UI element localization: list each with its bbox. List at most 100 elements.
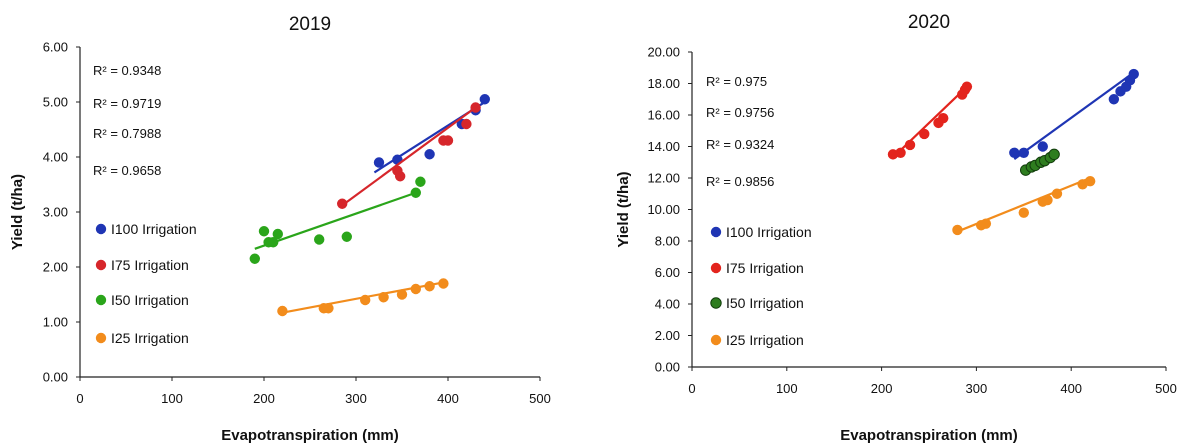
data-point (1018, 147, 1029, 158)
data-point (1128, 68, 1139, 80)
x-tick-label: 0 (76, 391, 83, 406)
data-point (410, 283, 421, 295)
data-point (314, 234, 325, 245)
data-point (277, 305, 288, 317)
trend-line (254, 191, 417, 250)
x-tick-label: 500 (1155, 381, 1177, 396)
chart-2020: 2020 0.00 2.00 4.00 6.00 8.00 10.00 12.00 14.00 1… (615, 12, 1177, 444)
series-I50 Irrigation (1019, 148, 1060, 176)
r-squared-label: R² = 0.975 (706, 74, 767, 89)
data-point (360, 294, 371, 306)
series-I75 Irrigation (887, 81, 973, 160)
series-I25 Irrigation (952, 175, 1096, 236)
data-point (938, 112, 949, 124)
data-point (249, 253, 260, 264)
y-tick-label: 4.00 (655, 297, 680, 312)
series-I100 Irrigation (1009, 68, 1139, 160)
legend-marker (710, 297, 722, 309)
legend-label: I75 Irrigation (726, 260, 804, 276)
data-point (415, 176, 426, 187)
data-point (410, 187, 421, 198)
data-point (961, 81, 973, 92)
y-tick-label: 20.00 (647, 45, 680, 60)
x-tick-label: 200 (253, 391, 275, 406)
data-point (1084, 175, 1096, 187)
y-tick-label: 4.00 (43, 150, 68, 165)
data-point (895, 147, 906, 158)
chart-title: 2020 (908, 12, 950, 33)
y-tick-label: 0.00 (43, 370, 68, 385)
r-squared-label: R² = 0.9856 (706, 174, 774, 189)
data-point (1009, 147, 1020, 158)
legend-marker (710, 226, 722, 238)
data-point (442, 135, 454, 146)
x-tick-label: 500 (529, 391, 551, 406)
y-tick-label: 12.00 (647, 171, 680, 186)
y-axis-label: Yield (t/ha) (615, 171, 632, 247)
series-I75 Irrigation (337, 102, 481, 209)
x-tick-label: 200 (871, 381, 893, 396)
legend-marker (95, 294, 107, 306)
x-tick-label: 100 (161, 391, 183, 406)
x-axis-label: Evapotranspiration (mm) (221, 427, 399, 444)
y-tick-label: 0.00 (655, 360, 680, 375)
y-tick-label: 6.00 (43, 40, 68, 55)
legend-label: I50 Irrigation (111, 292, 189, 308)
chart-title: 2019 (289, 14, 331, 35)
y-tick-label: 2.00 (43, 260, 68, 275)
data-point (424, 281, 435, 292)
series-I25 Irrigation (277, 278, 449, 317)
data-point (396, 289, 408, 300)
trend-line (892, 85, 968, 159)
y-axis-label: Yield (t/ha) (9, 174, 26, 250)
x-tick-label: 0 (688, 381, 695, 396)
r-squared-label: R² = 0.7988 (93, 126, 161, 141)
x-tick-label: 300 (966, 381, 988, 396)
legend-marker (710, 334, 722, 346)
y-tick-label: 3.00 (43, 205, 68, 220)
r-squared-label: R² = 0.9324 (706, 137, 774, 152)
r-squared-label: R² = 0.9658 (93, 163, 161, 178)
data-point (341, 231, 352, 242)
data-point (424, 149, 435, 160)
data-point (373, 157, 385, 168)
y-tick-label: 18.00 (647, 76, 680, 91)
x-tick-label: 400 (1060, 381, 1082, 396)
data-point (378, 292, 389, 303)
trend-line (341, 106, 477, 207)
legend-label: I25 Irrigation (111, 330, 189, 346)
data-point (1042, 194, 1053, 206)
data-point (258, 226, 270, 237)
x-tick-label: 300 (345, 391, 367, 406)
series-I50 Irrigation (249, 176, 426, 264)
data-point (904, 139, 916, 151)
legend-label: I100 Irrigation (111, 221, 197, 237)
data-point (470, 102, 481, 113)
r-squared-label: R² = 0.9719 (93, 96, 161, 111)
y-tick-label: 16.00 (647, 108, 680, 123)
legend-label: I25 Irrigation (726, 332, 804, 348)
x-tick-label: 100 (776, 381, 798, 396)
data-point (337, 198, 348, 209)
r-squared-label: R² = 0.9756 (706, 105, 774, 120)
y-tick-label: 14.00 (647, 139, 680, 154)
legend-marker (95, 259, 107, 271)
legend-marker (95, 223, 107, 235)
data-point (1048, 148, 1060, 161)
legend-marker (95, 332, 107, 344)
y-tick-label: 8.00 (655, 234, 680, 249)
y-tick-label: 6.00 (655, 265, 680, 280)
data-point (461, 118, 472, 130)
legend-label: I50 Irrigation (726, 295, 804, 311)
x-axis-label: Evapotranspiration (mm) (840, 427, 1018, 444)
data-point (980, 218, 992, 229)
y-tick-label: 10.00 (647, 202, 680, 217)
data-point (1108, 94, 1120, 105)
x-tick-label: 400 (437, 391, 459, 406)
data-point (394, 171, 406, 182)
legend-label: I100 Irrigation (726, 224, 812, 240)
data-point (952, 224, 963, 236)
data-point (479, 94, 490, 105)
data-point (1018, 207, 1029, 218)
